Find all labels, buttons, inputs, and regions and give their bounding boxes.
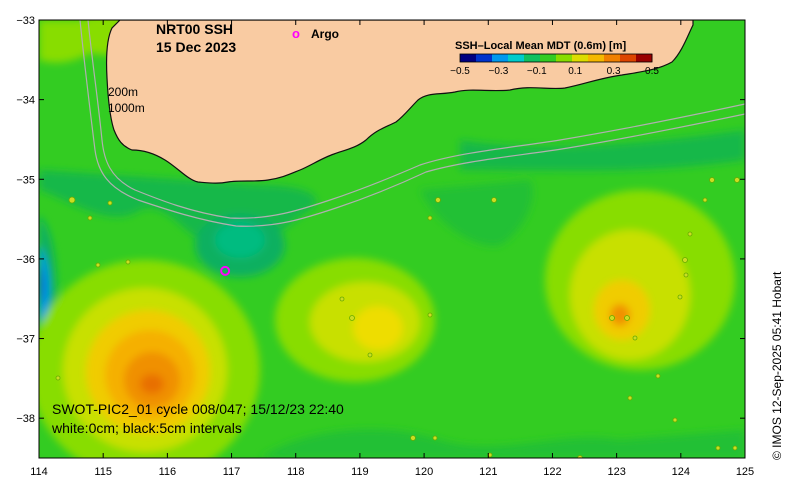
high-eddy-east-core	[610, 304, 630, 326]
high-eddy-central-core	[353, 306, 403, 350]
x-tick-label: 119	[351, 466, 369, 478]
colorbar-swatch	[524, 54, 541, 62]
bathy-contour-1000m	[79, 20, 745, 227]
swot-swath-dots	[55, 177, 740, 458]
x-tick-label: 121	[479, 466, 497, 478]
imos-credit: © IMOS 12-Sep-2025 05:41 Hobart	[770, 271, 784, 460]
low-west-core	[39, 245, 50, 322]
x-tick-label: 120	[415, 466, 433, 478]
bathy-contour-200m	[87, 20, 745, 219]
x-tick-label: 118	[287, 466, 305, 478]
colorbar-swatch	[604, 54, 621, 62]
low-eddy-core	[215, 222, 265, 258]
y-tick-label: −33	[16, 15, 35, 27]
low-west-deep	[39, 265, 45, 305]
colorbar-title: SSH–Local Mean MDT (0.6m) [m]	[455, 40, 626, 52]
high-eddy-sw-core	[140, 374, 164, 394]
south-band	[260, 429, 745, 458]
x-tick-label: 116	[159, 466, 177, 478]
caption-swot-pass: SWOT-PIC2_01 cycle 008/047; 15/12/23 22:…	[52, 401, 344, 417]
contour-label-1000m: 1000m	[108, 101, 145, 115]
x-axis: 114 115 116 117 118 119 120 121 122 123 124 125	[30, 20, 754, 478]
colorbar-tick-label: 0.1	[568, 66, 582, 77]
colorbar-frame	[459, 53, 653, 63]
colorbar-swatch	[620, 54, 637, 62]
caption-contour-intervals: white:0cm; black:5cm intervals	[51, 420, 242, 436]
contour-label-200m: 200m	[108, 85, 138, 99]
plot-frame	[38, 19, 746, 459]
argo-float-marker[interactable]	[220, 265, 231, 276]
colorbar-tick-label: 0.5	[645, 66, 659, 77]
colorbar-swatch	[588, 54, 605, 62]
x-tick-label: 123	[607, 466, 625, 478]
colorbar-tick-label: −0.3	[489, 66, 509, 77]
colorbar-tick-label: −0.5	[450, 66, 470, 77]
y-axis: −33 −34 −35 −36 −37 −38	[16, 15, 745, 425]
colorbar-swatch	[492, 54, 509, 62]
colorbar-tick-label: −0.1	[527, 66, 547, 77]
colorbar-swatch	[636, 54, 653, 62]
map-title-date: 15 Dec 2023	[156, 39, 236, 55]
argo-legend-label: Argo	[311, 27, 339, 41]
low-offshore	[420, 180, 533, 246]
y-tick-label: −35	[16, 174, 35, 186]
map-plot-area	[39, 20, 745, 458]
x-tick-label: 125	[736, 466, 754, 478]
y-tick-label: −36	[16, 254, 35, 266]
x-tick-label: 124	[672, 466, 690, 478]
colorbar-swatch	[556, 54, 573, 62]
x-tick-label: 115	[94, 466, 112, 478]
colorbar: SSH–Local Mean MDT (0.6m) [m] −0.5 −0.3 −0…	[450, 40, 659, 77]
colorbar-swatch	[460, 54, 477, 62]
colorbar-ticks: −0.5 −0.3 −0.1 0.1 0.3 0.5	[450, 66, 659, 77]
colorbar-swatch	[540, 54, 557, 62]
colorbar-swatch	[476, 54, 493, 62]
y-tick-label: −38	[16, 413, 35, 425]
ssh-anomaly-field	[39, 20, 745, 458]
y-tick-label: −37	[16, 334, 35, 346]
map-title-product: NRT00 SSH	[156, 21, 233, 37]
colorbar-swatch	[572, 54, 589, 62]
argo-legend-marker: o	[292, 26, 300, 41]
y-tick-label: −34	[16, 95, 35, 107]
x-tick-label: 122	[543, 466, 561, 478]
x-tick-label: 117	[223, 466, 241, 478]
colorbar-tick-label: 0.3	[607, 66, 621, 77]
colorbar-swatches	[460, 54, 653, 62]
x-tick-label: 114	[30, 466, 48, 478]
colorbar-swatch	[508, 54, 525, 62]
low-slope-band	[460, 130, 745, 171]
